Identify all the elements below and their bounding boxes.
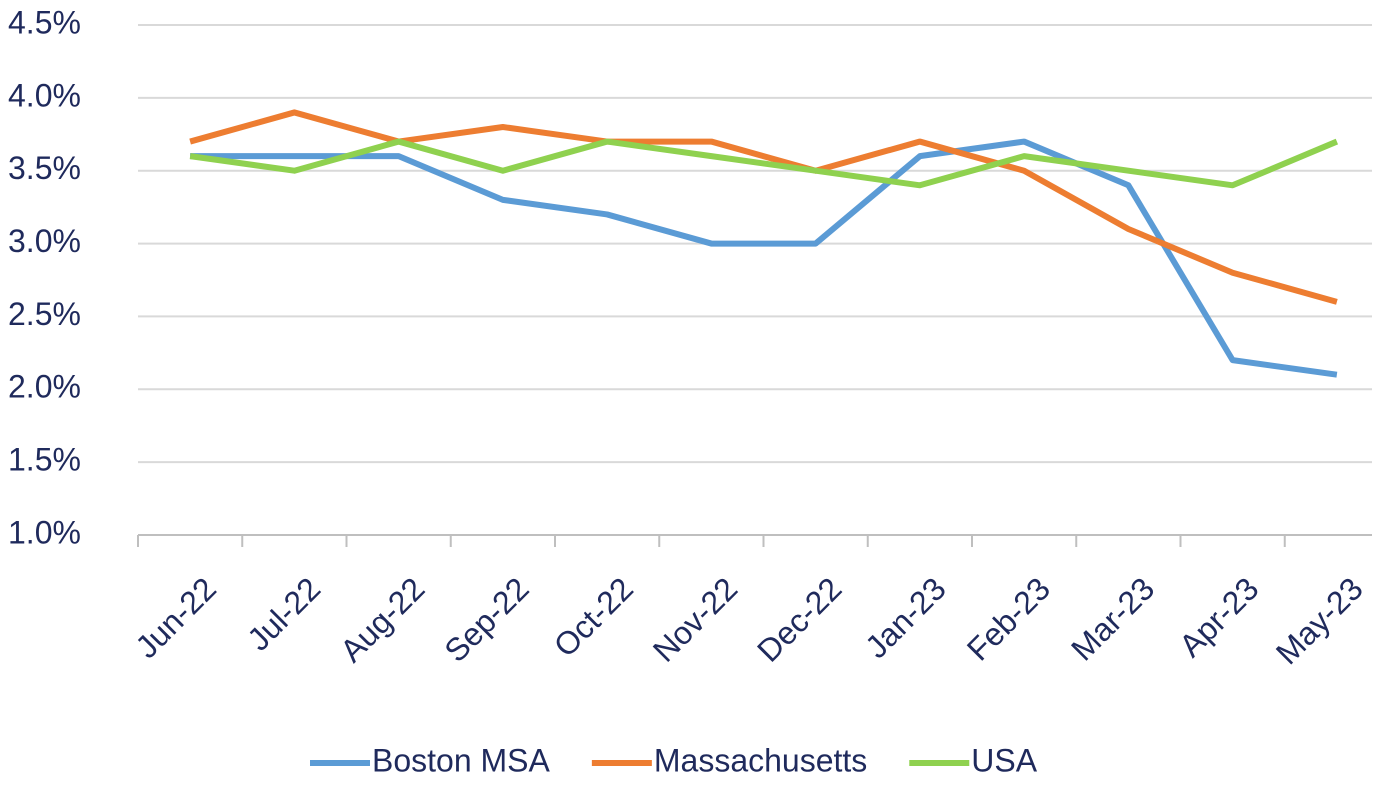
series-line (189, 138, 1339, 189)
y-tick-label: 3.0% (8, 223, 81, 259)
x-tick-label: Jun-22 (128, 570, 223, 665)
legend-label: USA (971, 742, 1037, 778)
y-tick-label: 2.5% (8, 296, 81, 332)
y-tick-label: 2.0% (8, 369, 81, 405)
x-tick-label: Nov-22 (646, 570, 744, 668)
x-tick-label: Oct-22 (547, 570, 640, 663)
y-tick-label: 4.5% (8, 4, 81, 40)
legend-label: Massachusetts (654, 742, 867, 778)
y-tick-label: 4.0% (8, 77, 81, 113)
x-tick-label: Dec-22 (750, 570, 848, 668)
x-tick-label: Mar-23 (1064, 570, 1161, 667)
x-tick-label: Jan-23 (858, 570, 953, 665)
x-tick-label: Feb-23 (960, 570, 1057, 667)
legend-label: Boston MSA (372, 742, 551, 778)
x-tick-label: Jul-22 (240, 570, 327, 657)
x-tick-label: Sep-22 (437, 570, 535, 668)
x-tick-label: Apr-23 (1172, 570, 1265, 663)
y-tick-label: 3.5% (8, 150, 81, 186)
series-line (190, 138, 1338, 378)
y-tick-label: 1.0% (8, 514, 81, 550)
x-tick-label: Aug-22 (333, 570, 431, 668)
series-line (189, 109, 1338, 305)
x-tick-label: May-23 (1269, 570, 1370, 671)
y-tick-label: 1.5% (8, 442, 81, 478)
